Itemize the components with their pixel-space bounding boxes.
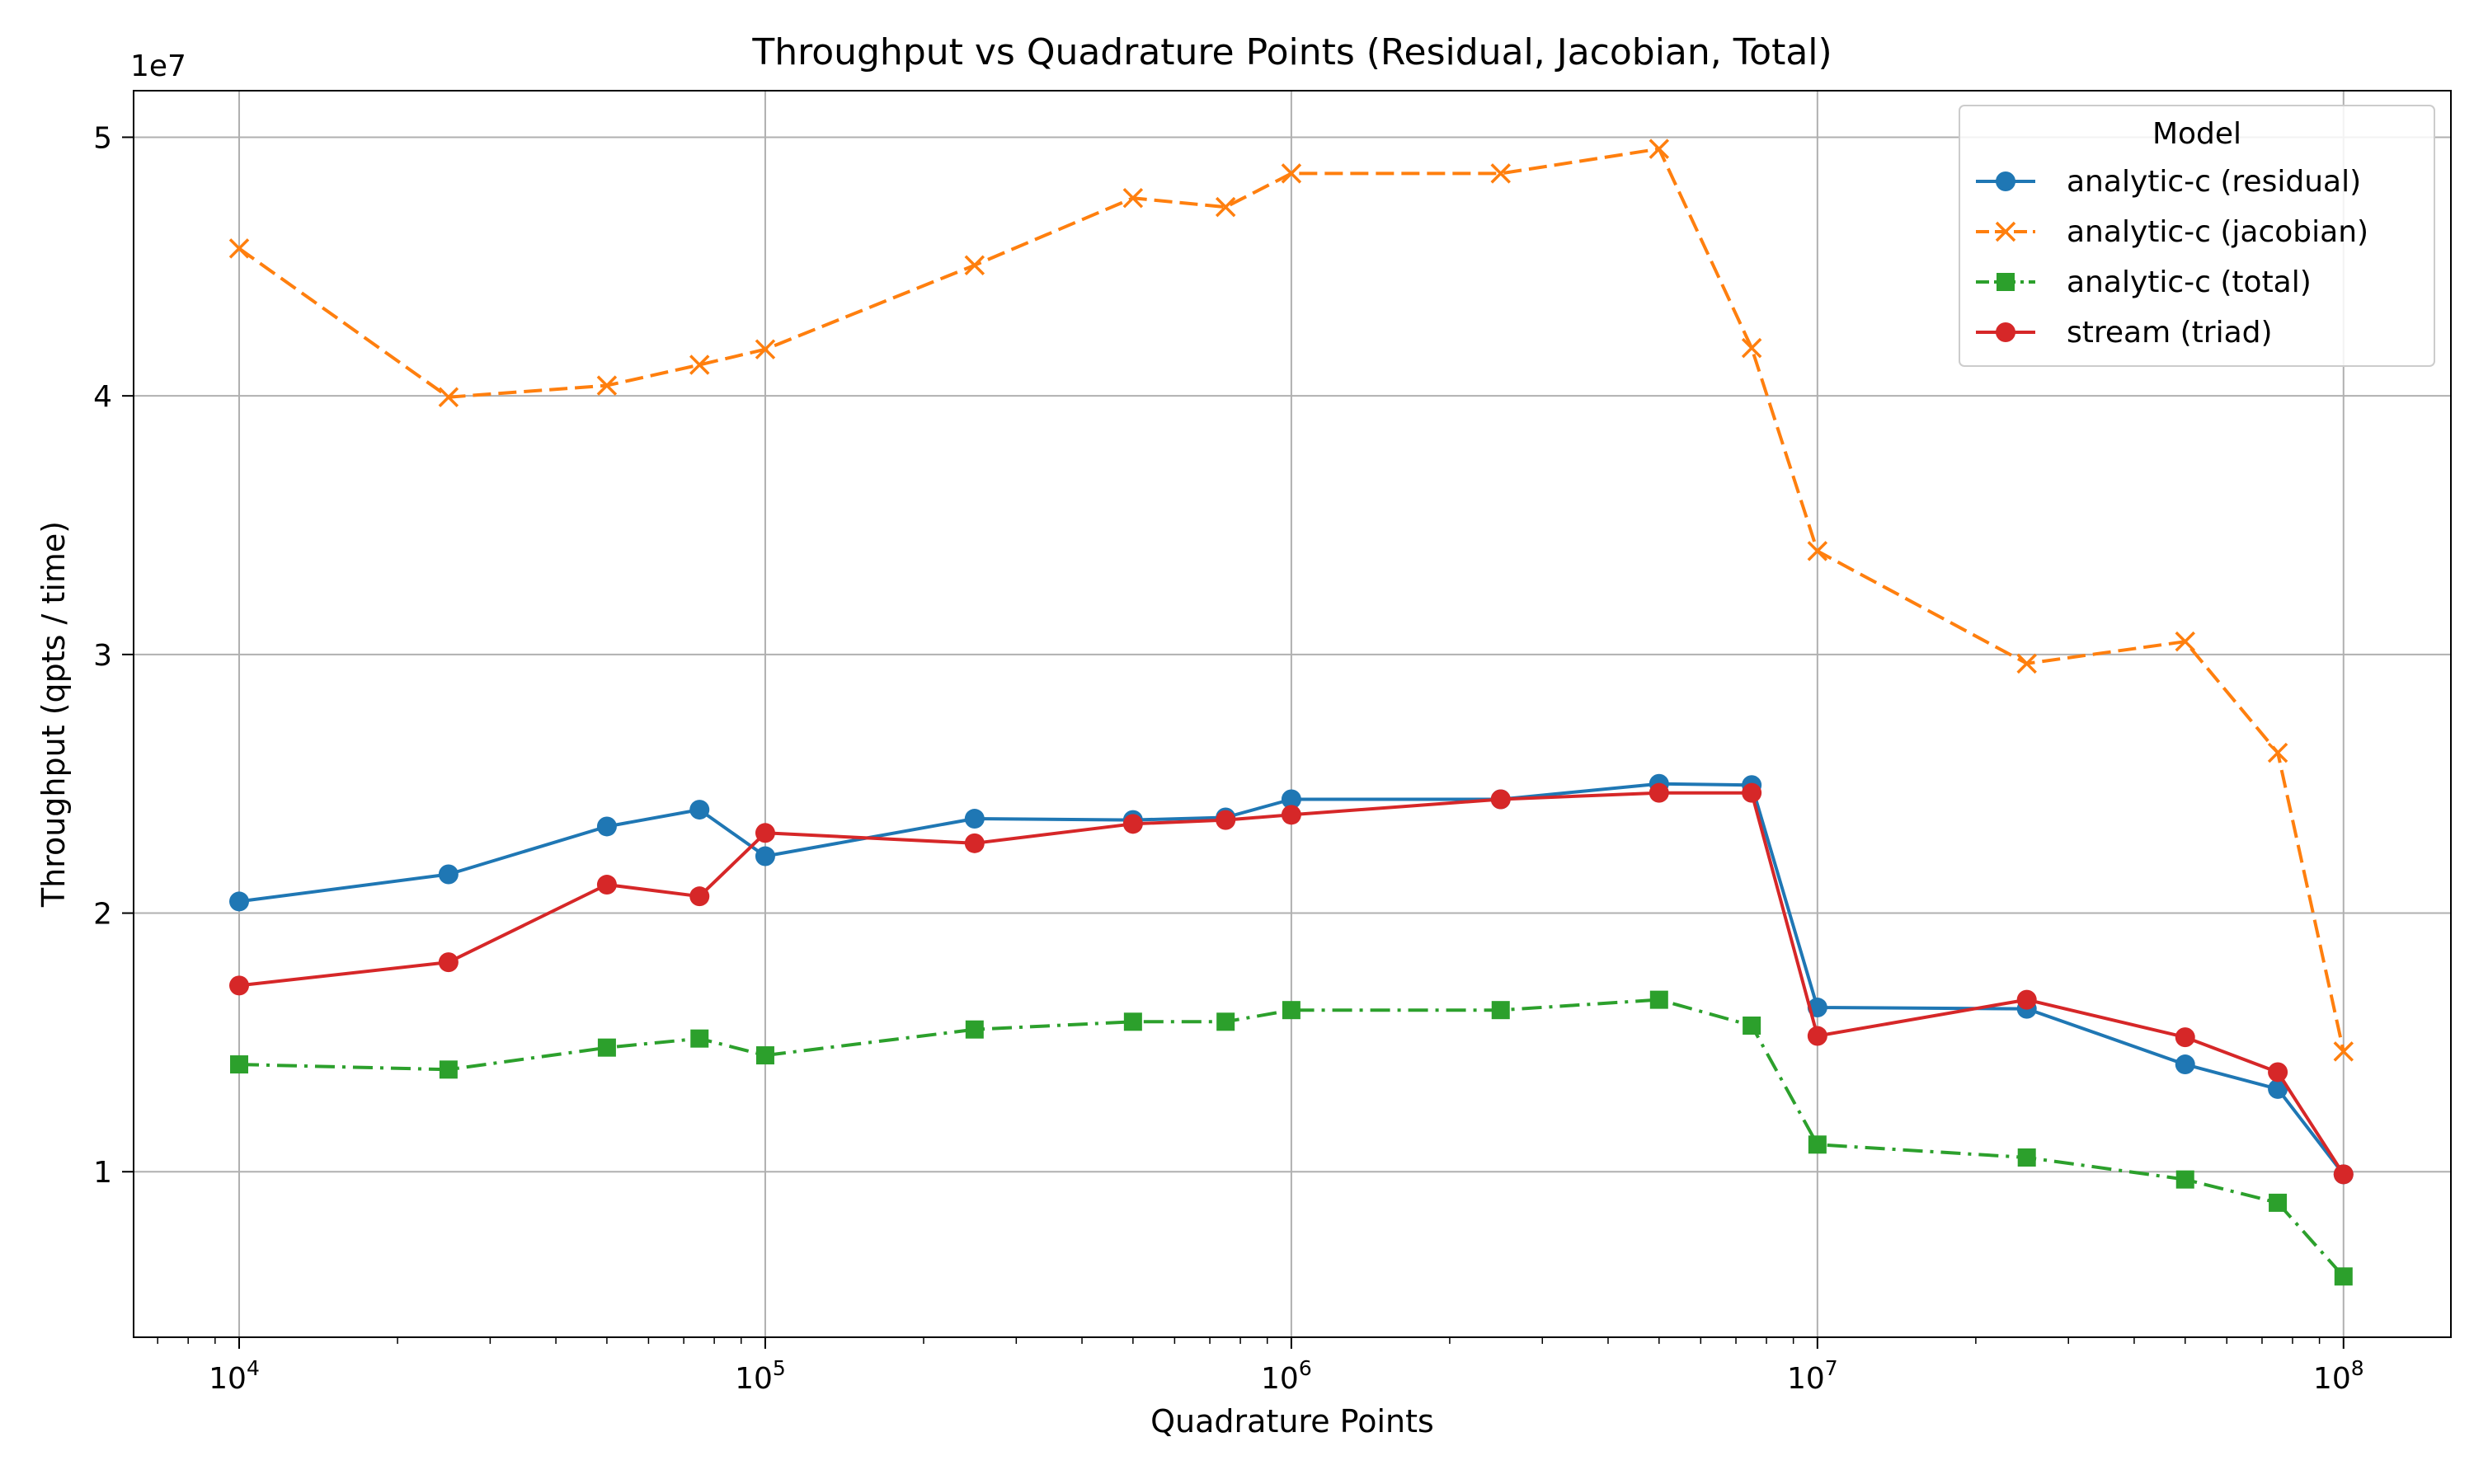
data-point xyxy=(1741,337,1762,359)
chart-title: Throughput vs Quadrature Points (Residua… xyxy=(751,31,1832,73)
data-point xyxy=(2269,1193,2288,1212)
legend-marker xyxy=(1996,322,2015,342)
data-point xyxy=(1281,789,1301,810)
data-point xyxy=(1743,1017,1761,1035)
data-point xyxy=(2016,989,2037,1010)
data-point xyxy=(2333,1164,2354,1185)
legend-marker xyxy=(1997,273,2015,291)
data-point xyxy=(439,1060,458,1079)
data-point xyxy=(2267,742,2288,763)
data-point xyxy=(438,864,459,885)
data-point xyxy=(965,1020,984,1039)
legend-item: analytic-c (total) xyxy=(1976,265,2312,299)
y-offset-label: 1e7 xyxy=(130,49,186,83)
data-point xyxy=(1807,541,1828,561)
series-2 xyxy=(228,139,2354,1062)
data-point xyxy=(1649,782,1669,803)
data-point xyxy=(438,952,459,973)
legend-title: Model xyxy=(2152,117,2241,151)
series-4 xyxy=(229,782,2354,1185)
x-tick-label: 108 xyxy=(2313,1356,2364,1396)
legend-item: analytic-c (residual) xyxy=(1976,165,2361,199)
x-tick-label: 105 xyxy=(735,1356,786,1396)
data-point xyxy=(2333,1041,2354,1062)
data-point xyxy=(596,375,618,396)
data-point xyxy=(2268,1078,2288,1099)
data-point xyxy=(2017,1148,2036,1167)
data-point xyxy=(1123,1012,1142,1031)
plot-frame xyxy=(133,90,2452,1338)
x-tick-label: 106 xyxy=(1261,1356,1312,1396)
data-point xyxy=(1491,1001,1510,1020)
x-axis-label: Quadrature Points xyxy=(1150,1403,1434,1439)
data-point xyxy=(755,846,775,866)
data-point xyxy=(2175,1054,2195,1075)
data-point xyxy=(1490,789,1511,810)
y-tick-label: 3 xyxy=(93,639,112,673)
y-axis-label: Throughput (qpts / time) xyxy=(35,521,72,908)
data-point xyxy=(1216,810,1236,830)
data-point xyxy=(1122,814,1143,834)
y-tick-label: 1 xyxy=(93,1156,112,1190)
data-point xyxy=(1808,1135,1827,1154)
data-point xyxy=(596,875,617,895)
data-point xyxy=(755,1046,774,1065)
data-point xyxy=(228,238,250,259)
data-point xyxy=(689,355,710,375)
data-point xyxy=(755,823,775,843)
data-point xyxy=(2334,1267,2353,1286)
data-point xyxy=(229,975,250,996)
data-point xyxy=(2268,1062,2288,1082)
legend-item: stream (triad) xyxy=(1976,316,2273,350)
data-point xyxy=(1282,1001,1300,1020)
data-point xyxy=(1215,196,1236,218)
data-point xyxy=(229,891,250,912)
legend-marker xyxy=(1996,171,2015,191)
data-point xyxy=(2175,1170,2194,1189)
series-line xyxy=(238,998,2345,1278)
data-point xyxy=(1742,782,1762,803)
data-point xyxy=(689,886,710,907)
ticks: 104 105 106 107 108 1 2 3 4 5 xyxy=(93,121,2364,1396)
legend-label: analytic-c (total) xyxy=(2067,265,2312,299)
series-1 xyxy=(229,773,2354,1185)
legend-label: analytic-c (jacobian) xyxy=(2067,215,2368,249)
legend-marker xyxy=(1995,221,2016,242)
legend-label: analytic-c (residual) xyxy=(2067,165,2361,199)
data-point xyxy=(1281,163,1302,184)
data-point xyxy=(964,255,985,275)
y-tick-label: 5 xyxy=(93,121,112,155)
legend-box xyxy=(1959,105,2435,367)
data-point xyxy=(1490,163,1511,184)
data-point xyxy=(2175,631,2195,652)
data-point xyxy=(689,800,710,820)
data-point xyxy=(597,1038,616,1057)
data-point xyxy=(230,1055,249,1074)
legend-item: analytic-c (jacobian) xyxy=(1976,215,2368,249)
data-point xyxy=(755,339,776,359)
data-point xyxy=(1122,187,1144,209)
series-layer xyxy=(228,139,2354,1286)
data-point xyxy=(1649,990,1668,1009)
data-point xyxy=(1281,805,1301,825)
y-tick-label: 4 xyxy=(93,380,112,414)
data-point xyxy=(438,387,459,407)
data-point xyxy=(2016,653,2037,674)
legend-label: stream (triad) xyxy=(2067,316,2273,350)
x-tick-label: 107 xyxy=(1787,1356,1838,1396)
data-point xyxy=(964,809,985,829)
data-point xyxy=(1649,139,1670,159)
x-tick-label: 104 xyxy=(209,1356,260,1396)
data-point xyxy=(1216,1012,1235,1031)
data-point xyxy=(964,833,985,853)
data-point xyxy=(596,816,617,837)
y-tick-label: 2 xyxy=(93,898,112,932)
data-point xyxy=(690,1029,709,1048)
data-point xyxy=(2175,1027,2195,1048)
series-3 xyxy=(230,990,2353,1286)
legend: Model analytic-c (residual) analytic-c (ja… xyxy=(1959,105,2435,367)
data-point xyxy=(1807,1026,1827,1046)
